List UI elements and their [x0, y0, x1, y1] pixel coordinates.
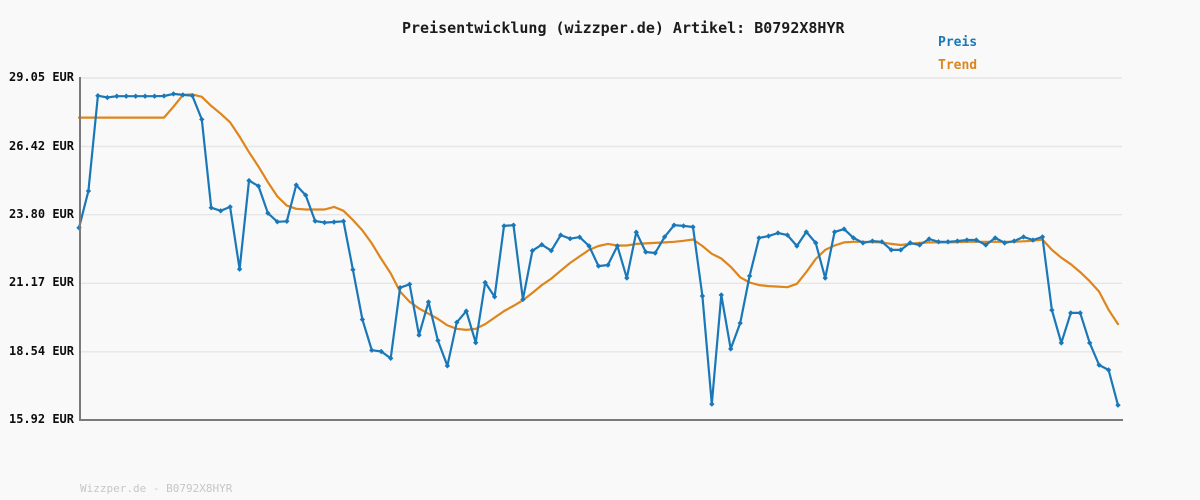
y-tick-label: 26.42 EUR — [8, 138, 74, 153]
y-tick-label: 18.54 EUR — [8, 343, 74, 358]
legend-preis-label: Preis — [938, 35, 978, 50]
y-tick-label: 15.92 EUR — [8, 412, 74, 426]
legend-trend-label: Trend — [938, 58, 978, 73]
chart-title: Preisentwicklung (wizzper.de) Artikel: B… — [402, 19, 845, 37]
legend: Preis Trend — [938, 36, 977, 82]
y-tick-label: 29.05 EUR — [8, 70, 74, 84]
y-tick-label: 23.80 EUR — [8, 206, 74, 221]
y-tick-label: 21.17 EUR — [8, 275, 74, 290]
legend-item-preis: Preis — [938, 36, 977, 59]
legend-item-trend: Trend — [938, 59, 977, 82]
watermark: Wizzper.de - B0792X8HYR — [80, 482, 233, 495]
